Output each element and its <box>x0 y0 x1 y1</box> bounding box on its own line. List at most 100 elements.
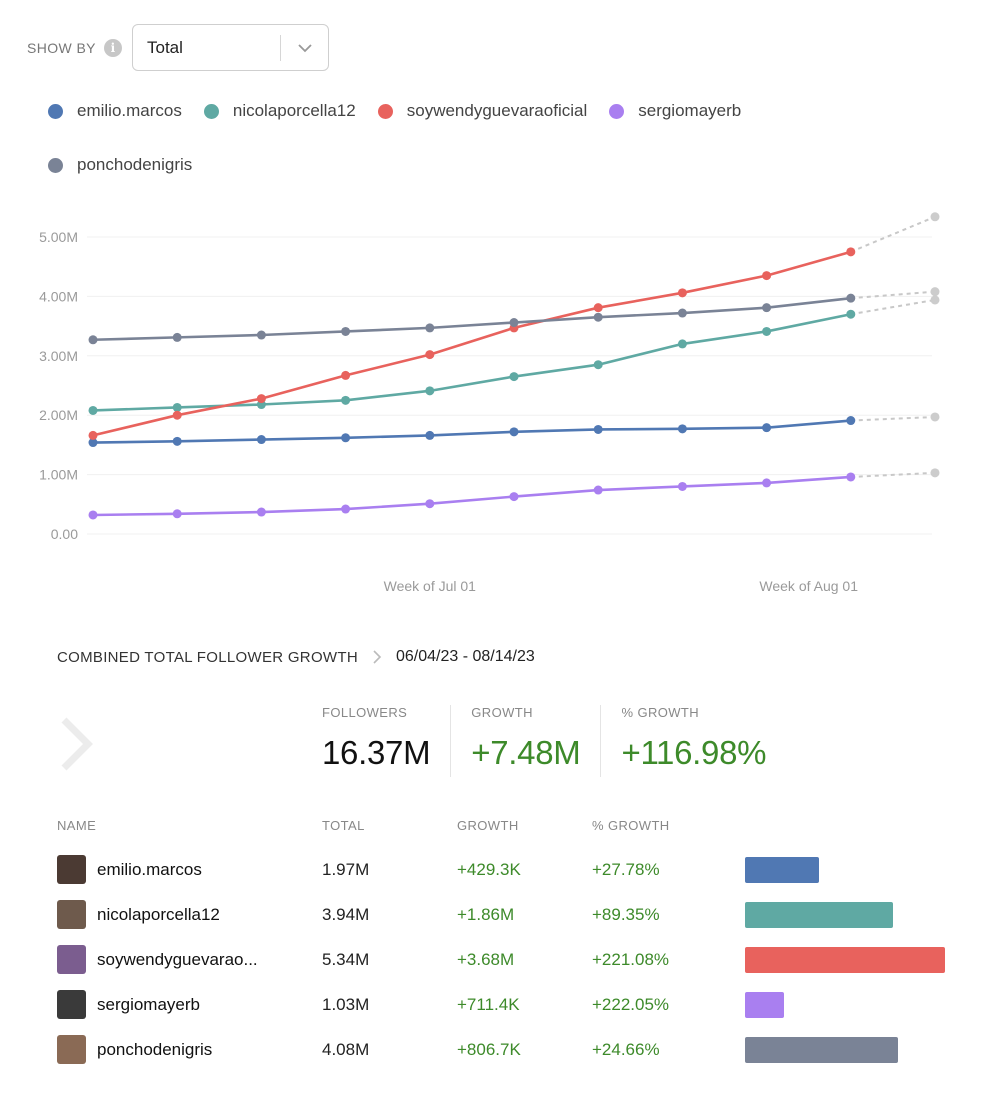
data-point <box>593 312 603 322</box>
data-point <box>256 435 266 445</box>
data-point <box>677 339 687 349</box>
data-point <box>172 332 182 342</box>
stat-growth-value: +7.48M <box>471 734 581 771</box>
row-pct-growth: +222.05% <box>592 995 670 1014</box>
row-growth: +429.3K <box>457 860 521 879</box>
stat-followers: FOLLOWERS 16.37M <box>322 705 452 777</box>
projection-point <box>930 412 940 422</box>
legend-label: nicolaporcella12 <box>232 101 356 120</box>
legend-label: emilio.marcos <box>77 101 182 120</box>
summary-stats: FOLLOWERS 16.37M GROWTH +7.48M % GROWTH … <box>322 705 806 777</box>
data-point <box>846 293 856 303</box>
avatar <box>57 900 86 929</box>
data-point <box>425 386 435 396</box>
data-point <box>256 330 266 340</box>
row-growth: +711.4K <box>457 995 520 1014</box>
data-point <box>846 309 856 319</box>
table-row[interactable]: ponchodenigris 4.08M +806.7K +24.66% <box>57 1035 957 1065</box>
data-point <box>88 405 98 415</box>
y-tick-label: 5.00M <box>39 229 78 245</box>
row-total: 4.08M <box>322 1040 370 1059</box>
projection-line <box>850 215 936 253</box>
series-line <box>92 475 851 517</box>
column-header-pct-growth: % GROWTH <box>592 818 670 833</box>
series-line <box>92 296 851 342</box>
data-point <box>425 499 435 509</box>
row-total: 1.97M <box>322 860 370 879</box>
y-tick-label: 3.00M <box>39 348 78 364</box>
projection-line <box>850 471 936 478</box>
legend-item[interactable]: soywendyguevaraoficial <box>377 100 588 122</box>
series-line <box>92 312 852 412</box>
row-total: 5.34M <box>322 950 370 969</box>
data-point <box>256 507 266 517</box>
stat-pct-growth-value: +116.98% <box>621 734 767 771</box>
legend-item[interactable]: ponchodenigris <box>48 154 192 176</box>
y-tick-label: 0.00 <box>51 526 78 542</box>
data-point <box>341 370 351 380</box>
projection-point <box>930 295 940 305</box>
chevron-right-icon[interactable] <box>58 716 94 777</box>
show-by-label: SHOW BY <box>27 40 96 56</box>
table-row[interactable]: sergiomayerb 1.03M +711.4K +222.05% <box>57 990 957 1020</box>
projection-point <box>930 287 940 297</box>
date-range: 06/04/23 - 08/14/23 <box>395 648 535 665</box>
y-tick-label: 2.00M <box>39 407 78 423</box>
total-bar <box>745 857 819 883</box>
total-bar <box>745 1037 898 1063</box>
data-point <box>341 504 351 514</box>
stat-followers-label: FOLLOWERS <box>322 705 408 720</box>
legend-item[interactable]: sergiomayerb <box>609 100 741 122</box>
legend-dot-icon <box>48 157 63 173</box>
projection-line <box>850 290 936 300</box>
stat-followers-value: 16.37M <box>322 734 431 771</box>
table-row[interactable]: emilio.marcos 1.97M +429.3K +27.78% <box>57 855 957 885</box>
data-point <box>762 478 772 488</box>
row-total: 3.94M <box>322 905 370 924</box>
data-point <box>762 423 772 433</box>
projection-line <box>850 415 936 422</box>
legend-label: sergiomayerb <box>638 101 742 120</box>
data-point <box>846 247 856 257</box>
data-point <box>677 481 687 491</box>
series-line <box>92 419 851 444</box>
legend-item[interactable]: nicolaporcella12 <box>203 100 356 122</box>
row-pct-growth: +24.66% <box>592 1040 660 1059</box>
row-total: 1.03M <box>322 995 370 1014</box>
table-row[interactable]: soywendyguevarao... 5.34M +3.68M +221.08… <box>57 945 957 975</box>
row-pct-growth: +221.08% <box>592 950 670 969</box>
legend-dot-icon <box>377 103 393 119</box>
data-point <box>88 438 98 448</box>
data-point <box>256 394 266 404</box>
select-divider <box>280 34 281 61</box>
projection-line <box>850 298 936 316</box>
data-point <box>425 323 435 333</box>
row-growth: +1.86M <box>457 905 515 924</box>
total-bar <box>745 947 945 973</box>
chevron-down-icon[interactable] <box>281 43 328 53</box>
x-tick-label: Week of Jul 01 <box>384 578 477 594</box>
show-by-select[interactable]: Total <box>132 24 329 71</box>
chevron-right-icon <box>372 649 382 665</box>
summary-title: COMBINED TOTAL FOLLOWER GROWTH <box>57 648 358 666</box>
follower-line-chart: 0.00 1.00M 2.00M 3.00M 4.00M 5.00M Week of Jul… <box>39 212 940 594</box>
data-point <box>88 430 98 440</box>
y-tick-label: 1.00M <box>39 467 78 483</box>
table-row[interactable]: nicolaporcella12 3.94M +1.86M +89.35% <box>57 900 957 930</box>
row-name: nicolaporcella12 <box>97 905 220 924</box>
data-point <box>593 303 603 313</box>
chart-legend: emilio.marcos nicolaporcella12 soywendygue… <box>48 100 868 176</box>
data-point <box>88 335 98 345</box>
legend-item[interactable]: emilio.marcos <box>48 100 182 122</box>
data-point <box>509 318 519 328</box>
legend-label: soywendyguevaraoficial <box>406 101 588 120</box>
data-point <box>509 492 519 502</box>
data-point <box>846 416 856 426</box>
legend-dot-icon <box>609 103 625 119</box>
column-header-name: NAME <box>57 818 97 833</box>
data-point <box>593 424 603 434</box>
show-by-selected-value: Total <box>147 37 183 57</box>
legend-dot-icon <box>203 103 219 119</box>
x-tick-label: Week of Aug 01 <box>759 578 858 594</box>
info-icon[interactable]: i <box>103 39 122 57</box>
